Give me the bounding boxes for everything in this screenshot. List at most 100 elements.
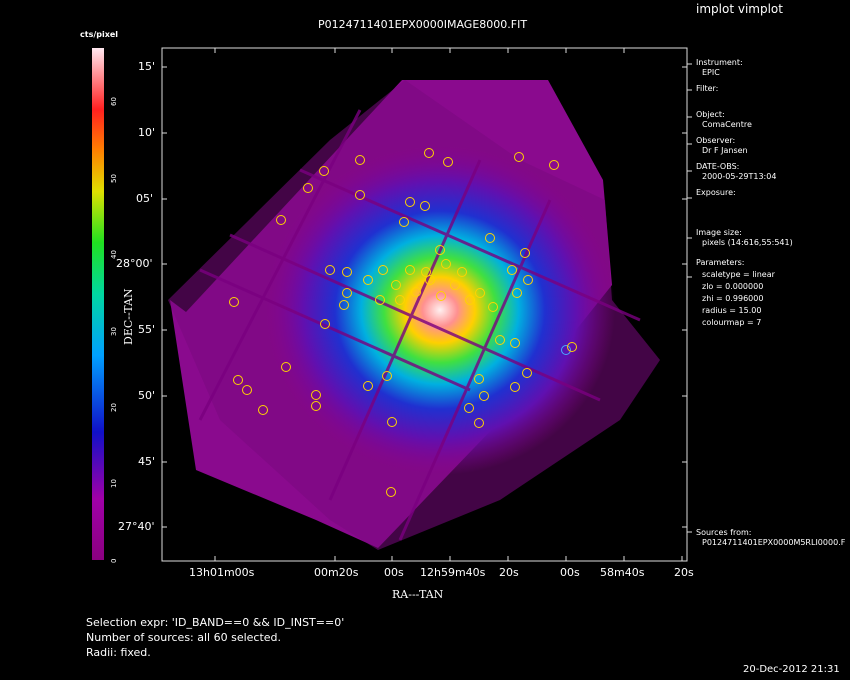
source-circle xyxy=(507,265,517,275)
footer-text: Selection expr: 'ID_BAND==0 && ID_INST==… xyxy=(86,615,344,660)
axis-ticks xyxy=(162,48,687,561)
x-tick-label: 20s xyxy=(499,566,519,579)
source-circle xyxy=(474,374,484,384)
colorbar-tick-label: 60 xyxy=(110,97,118,106)
source-circle xyxy=(465,295,475,305)
source-circle xyxy=(363,275,373,285)
colorbar-label: cts/pixel xyxy=(80,30,119,39)
source-circle xyxy=(405,197,415,207)
source-circle xyxy=(510,382,520,392)
selection-expression: Selection expr: 'ID_BAND==0 && ID_INST==… xyxy=(86,616,345,629)
source-circle xyxy=(523,275,533,285)
y-tick-label: 27°40' xyxy=(118,520,155,533)
source-circle xyxy=(387,417,397,427)
source-circle xyxy=(342,288,352,298)
chip-gaps xyxy=(198,109,641,541)
y-tick-label: 55' xyxy=(138,323,156,336)
source-circle xyxy=(436,291,446,301)
source-circle xyxy=(464,403,474,413)
source-circle xyxy=(441,259,451,269)
source-circle xyxy=(258,405,268,415)
param-zhi: zhi = 0.996000 xyxy=(702,294,764,303)
sources-info: Sources from: P0124711401EPX0000M5RLI000… xyxy=(696,528,845,548)
source-circle xyxy=(411,287,421,297)
colorbar-tick-label: 10 xyxy=(110,479,118,488)
source-circle xyxy=(378,265,388,275)
x-tick-label: 20s xyxy=(674,566,694,579)
exposure-label: Exposure: xyxy=(696,188,736,197)
source-circle xyxy=(375,295,385,305)
source-circle xyxy=(399,217,409,227)
source-circle xyxy=(363,381,373,391)
source-circle xyxy=(319,166,329,176)
x-tick-label: 00s xyxy=(560,566,580,579)
sources-value: P0124711401EPX0000M5RLI0000.F xyxy=(702,538,846,547)
source-circle xyxy=(342,267,352,277)
param-colourmap: colourmap = 7 xyxy=(702,318,762,327)
radii-info: Radii: fixed. xyxy=(86,646,151,659)
source-circle xyxy=(395,295,405,305)
x-tick-label: 58m40s xyxy=(600,566,645,579)
colorbar-tick-label: 30 xyxy=(110,327,118,336)
x-tick-label: 12h59m40s xyxy=(420,566,486,579)
y-tick-label: 05' xyxy=(136,192,154,205)
source-circle xyxy=(276,215,286,225)
instrument-label: Instrument: xyxy=(696,58,743,67)
observer-value: Dr F Jansen xyxy=(702,146,748,155)
x-axis-label: RA---TAN xyxy=(392,588,444,601)
source-circle xyxy=(405,265,415,275)
source-circle xyxy=(450,280,460,290)
image-size-label: Image size: xyxy=(696,228,742,237)
source-circle xyxy=(474,418,484,428)
source-circle xyxy=(485,233,495,243)
source-circle xyxy=(424,148,434,158)
instrument-value: EPIC xyxy=(702,68,720,77)
source-circle xyxy=(561,345,571,355)
object-value: ComaCentre xyxy=(702,120,752,129)
source-circle xyxy=(420,201,430,211)
colorbar-tick-label: 40 xyxy=(110,250,118,259)
object-label: Object: xyxy=(696,110,725,119)
sources-label: Sources from: xyxy=(696,528,752,537)
source-circle xyxy=(320,319,330,329)
y-tick-label: 10' xyxy=(138,126,156,139)
param-radius: radius = 15.00 xyxy=(702,306,762,315)
parameters-label: Parameters: xyxy=(696,258,745,267)
date-obs-value: 2000-05-29T13:04 xyxy=(702,172,777,181)
number-of-sources: Number of sources: all 60 selected. xyxy=(86,631,282,644)
source-circle xyxy=(421,267,431,277)
colorbar-tick-label: 50 xyxy=(110,174,118,183)
x-tick-label: 00s xyxy=(384,566,404,579)
info-panel: Instrument: EPIC Filter: Object: ComaCen… xyxy=(696,58,793,328)
source-circle xyxy=(510,338,520,348)
source-circle xyxy=(339,300,349,310)
param-zlo: zlo = 0.000000 xyxy=(702,282,764,291)
timestamp: 20-Dec-2012 21:31 xyxy=(743,664,840,675)
colorbar-tick-label: 0 xyxy=(110,558,118,563)
y-tick-label: 15' xyxy=(138,60,156,73)
source-circle xyxy=(303,183,313,193)
source-circle xyxy=(233,375,243,385)
source-circle xyxy=(457,267,467,277)
source-circle xyxy=(425,275,435,285)
source-circle xyxy=(435,245,445,255)
source-circle xyxy=(311,401,321,411)
cluster-emission xyxy=(265,145,615,475)
source-circle xyxy=(520,248,530,258)
source-circle xyxy=(479,391,489,401)
app-title: implot vimplot xyxy=(696,2,783,16)
y-tick-label: 50' xyxy=(138,389,156,402)
source-circle xyxy=(488,302,498,312)
source-circle xyxy=(382,371,392,381)
image-size-value: pixels (14:616,55:541) xyxy=(702,238,793,247)
source-circle xyxy=(325,265,335,275)
source-circles xyxy=(229,148,577,497)
source-circle xyxy=(514,152,524,162)
date-obs-label: DATE-OBS: xyxy=(696,162,740,171)
source-circle xyxy=(242,385,252,395)
source-circle xyxy=(391,280,401,290)
observer-label: Observer: xyxy=(696,136,736,145)
x-tick-label: 13h01m00s xyxy=(189,566,255,579)
source-circle xyxy=(355,190,365,200)
